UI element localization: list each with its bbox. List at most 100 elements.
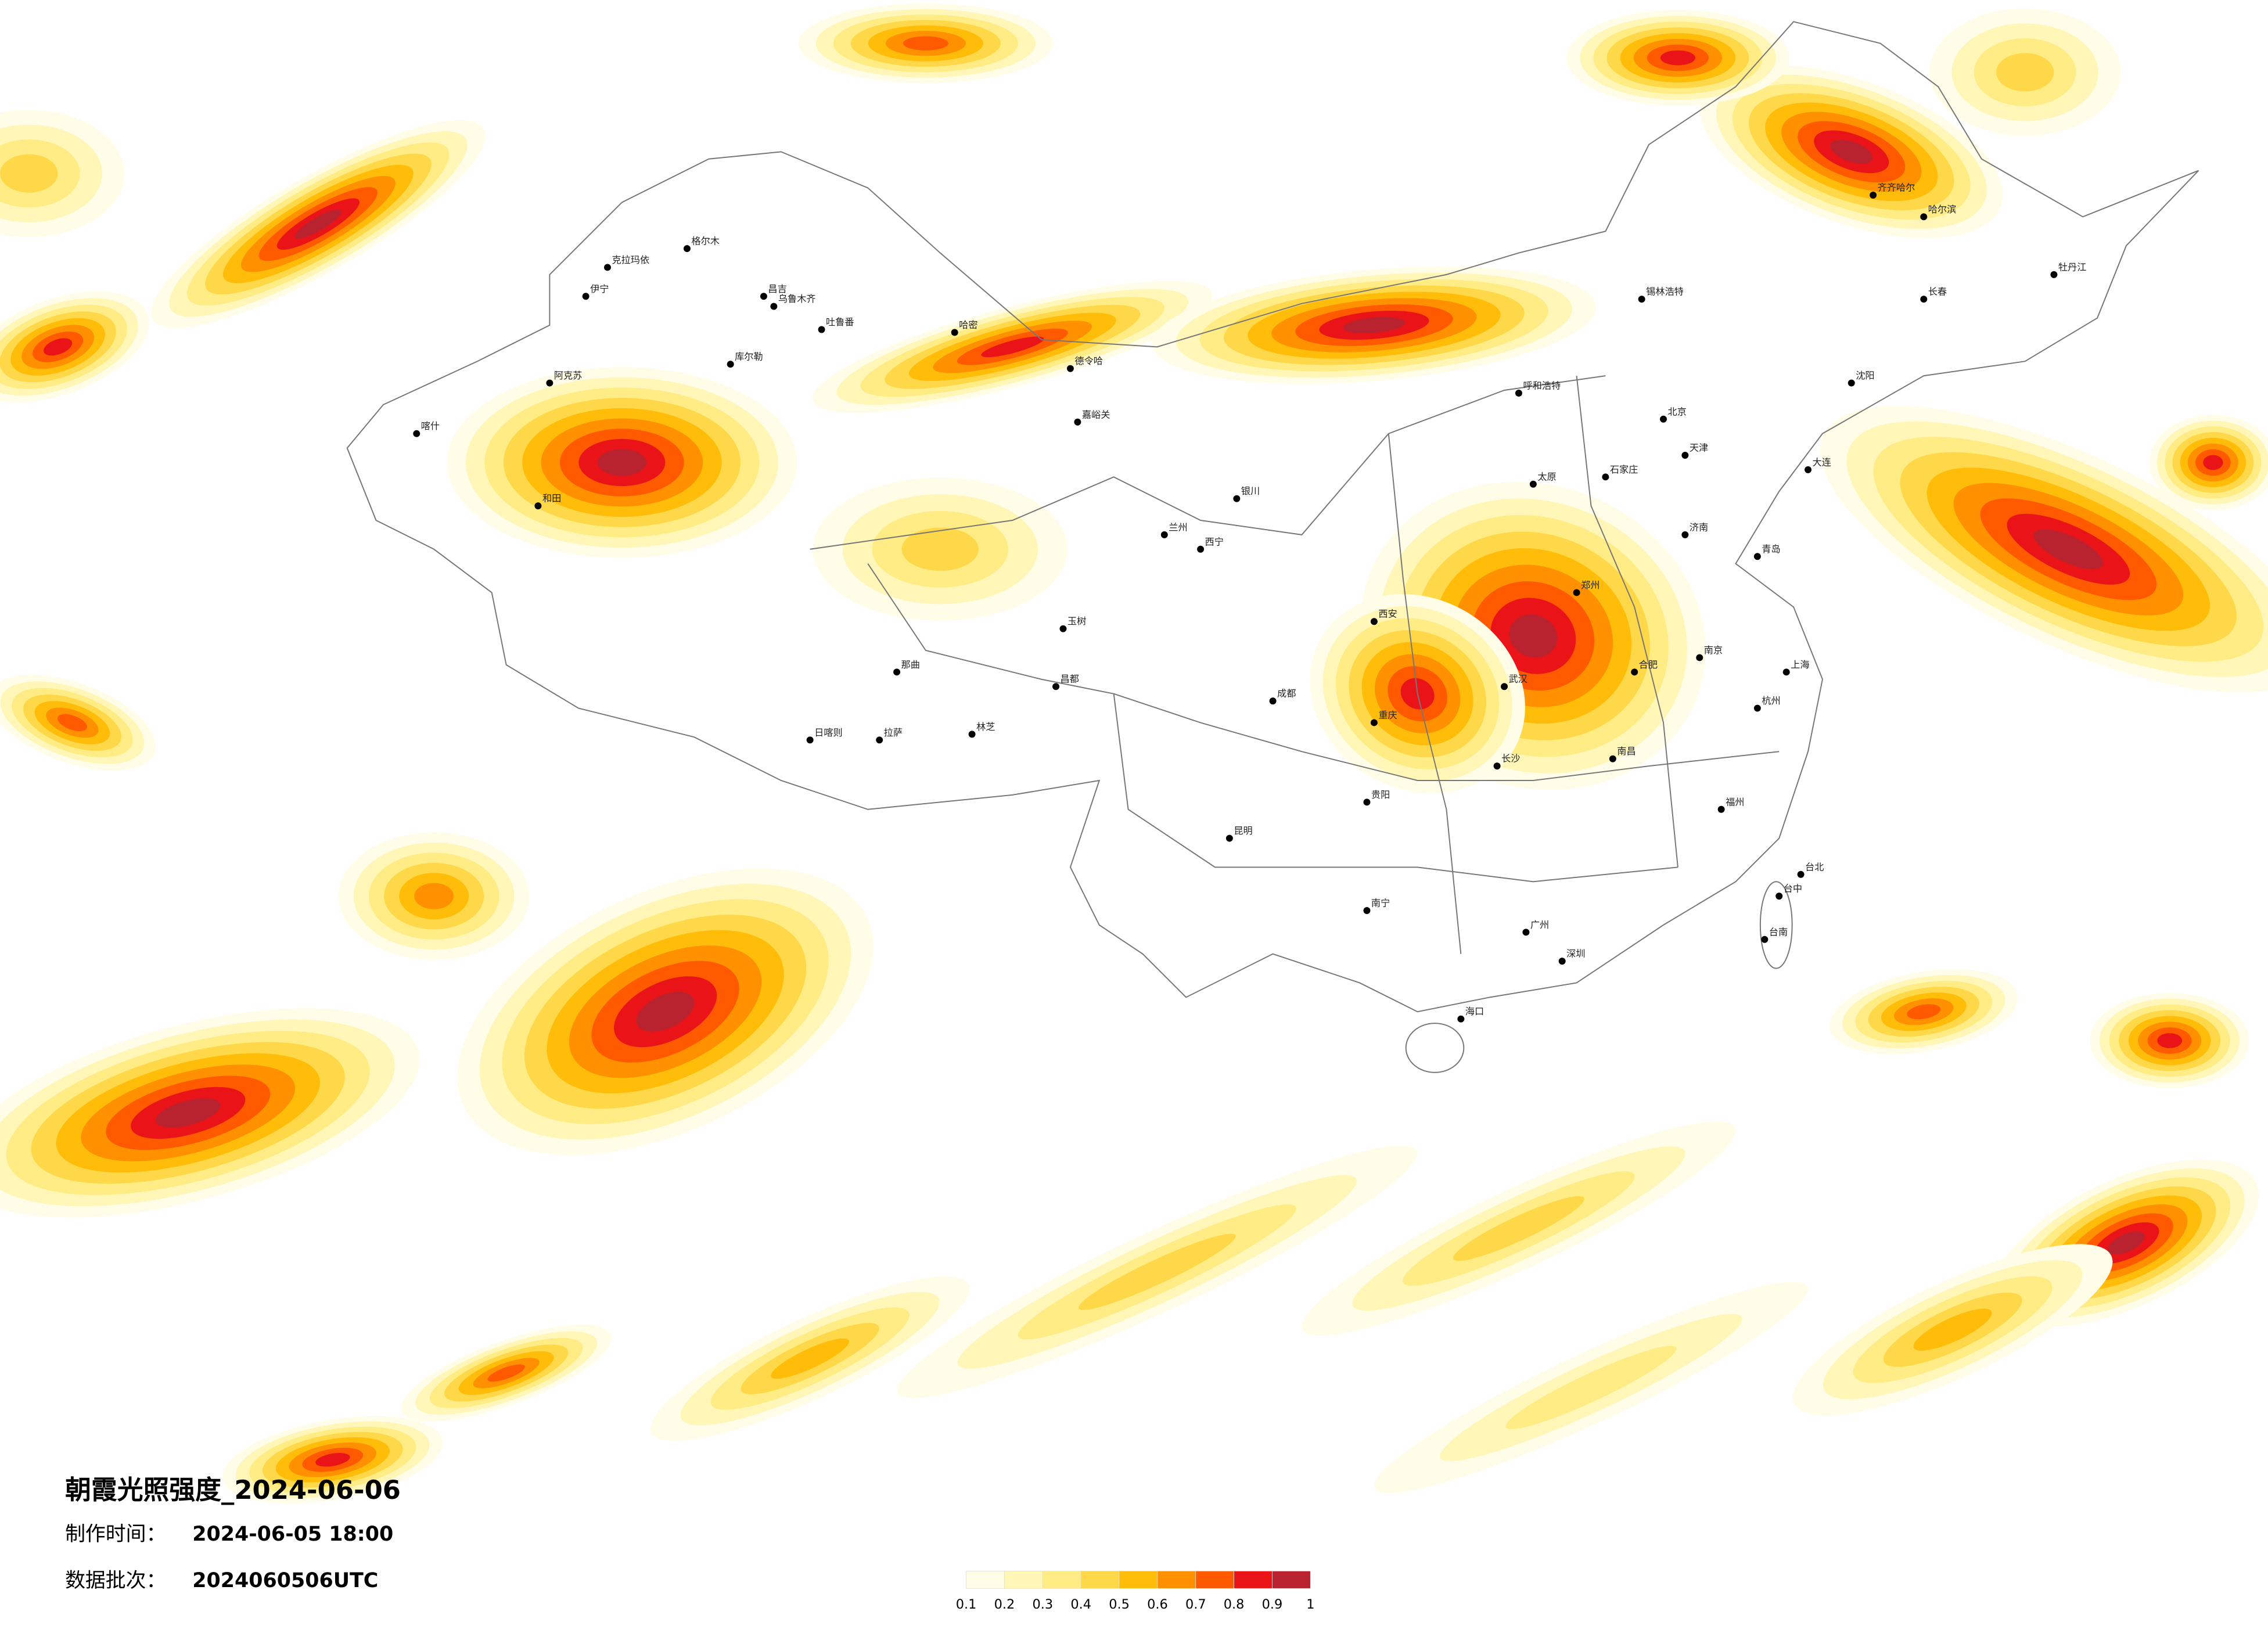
city-label: 西安: [1378, 609, 1397, 620]
legend-swatch: [1004, 1571, 1043, 1589]
city-dot: [876, 736, 883, 744]
city-label: 牡丹江: [2058, 261, 2087, 272]
province-border: [810, 375, 1606, 550]
province-border: [1388, 433, 1462, 954]
city-label: 大连: [1813, 456, 1831, 467]
city-label: 林芝: [976, 721, 995, 732]
heat-patch: [771, 1338, 850, 1379]
country-outline: [346, 21, 2199, 1013]
heat-patch: [2033, 529, 2104, 570]
province-border: [1576, 376, 1678, 868]
city-label: 南昌: [1617, 746, 1636, 757]
city-dot: [1074, 418, 1081, 426]
heat-patch: [57, 714, 88, 732]
city-dot: [1717, 805, 1725, 813]
city-label: 上海: [1791, 659, 1809, 670]
city-dot: [1848, 379, 1855, 387]
city-label: 天津: [1690, 443, 1708, 454]
city-label: 济南: [1690, 521, 1708, 533]
city-dot: [1631, 668, 1638, 676]
city-label: 呼和浩特: [1523, 380, 1561, 391]
city-dot: [1370, 719, 1378, 726]
legend-swatch: [1042, 1571, 1081, 1589]
city-label: 哈尔滨: [1928, 204, 1957, 215]
city-label: 福州: [1726, 796, 1744, 807]
heat-patch: [1078, 1233, 1236, 1310]
heat-patch: [903, 36, 948, 51]
city-dot: [1233, 495, 1241, 502]
legend-tick-label: 0.3: [1033, 1597, 1054, 1612]
city-label: 格尔木: [691, 236, 720, 247]
legend-swatch: [1119, 1571, 1158, 1589]
title: 朝霞光照强度_2024-06-06: [65, 1474, 401, 1505]
city-dot: [1197, 545, 1205, 553]
city-dot: [1638, 296, 1645, 303]
heat-patch: [597, 449, 647, 476]
legend-tick-label: 1: [1306, 1597, 1314, 1612]
city-dot: [1160, 531, 1168, 538]
city-label: 伊宁: [590, 283, 609, 294]
city-dot: [1066, 365, 1074, 372]
city-label: 合肥: [1639, 659, 1658, 670]
legend-tick-label: 0.7: [1185, 1597, 1206, 1612]
city-label: 吐鲁番: [826, 316, 854, 328]
heat-patch: [1913, 1308, 1992, 1351]
city-label: 齐齐哈尔: [1878, 182, 1915, 193]
legend-swatch: [1195, 1571, 1234, 1589]
city-label: 武汉: [1509, 674, 1527, 685]
city-label: 昆明: [1234, 825, 1252, 836]
city-dot: [1370, 618, 1378, 625]
city-dot: [1797, 870, 1805, 878]
city-label: 喀什: [421, 420, 440, 431]
legend-swatch: [1234, 1571, 1273, 1589]
city-label: 库尔勒: [735, 351, 763, 362]
heat-patch: [1996, 53, 2054, 92]
heat-patch: [981, 336, 1044, 358]
heat-patch: [1907, 1004, 1941, 1020]
city-dot: [1681, 452, 1689, 459]
city-dot: [1775, 893, 1783, 900]
city-label: 南宁: [1371, 898, 1390, 909]
city-label: 克拉玛依: [612, 254, 649, 265]
city-dot: [1920, 296, 1928, 303]
city-dot: [1225, 834, 1233, 842]
info-label: 数据批次：: [65, 1569, 166, 1592]
city-label: 兰州: [1169, 521, 1187, 533]
city-dot: [546, 379, 553, 387]
heat-patch: [0, 154, 58, 193]
city-label: 银川: [1241, 485, 1260, 497]
city-dot: [413, 430, 420, 437]
city-dot: [1457, 1015, 1465, 1023]
city-dot: [893, 668, 901, 676]
heat-patch: [1505, 1346, 1677, 1430]
city-dot: [534, 502, 542, 510]
heat-patch: [1509, 614, 1558, 658]
city-dot: [1602, 473, 1609, 481]
city-label: 石家庄: [1610, 464, 1638, 475]
heat-patch: [636, 991, 695, 1032]
city-dot: [1920, 213, 1928, 221]
city-dot: [818, 326, 825, 333]
city-dot: [1501, 683, 1508, 690]
info-value: 2024-06-05 18:00: [192, 1523, 393, 1546]
city-label: 北京: [1667, 406, 1686, 417]
city-dot: [1493, 762, 1501, 770]
city-label: 拉萨: [884, 727, 903, 738]
city-label: 长沙: [1501, 753, 1520, 764]
city-label: 嘉峪关: [1082, 409, 1110, 420]
city-dot: [1052, 683, 1059, 690]
info-value: 2024060506UTC: [192, 1569, 378, 1592]
city-label: 青岛: [1762, 544, 1780, 555]
heat-patch: [1830, 139, 1873, 164]
city-label: 西宁: [1205, 536, 1224, 547]
city-dot: [968, 731, 976, 738]
island-outline: [1759, 881, 1793, 969]
city-label: 日喀则: [814, 727, 843, 738]
city-dot: [770, 303, 778, 310]
city-label: 台中: [1784, 883, 1802, 894]
city-dot: [683, 245, 691, 253]
heat-patch: [1343, 316, 1406, 334]
legend: 0.1 0.2 0.3 0.4 0.5 0.6 0.7 0.8 0.9 1: [956, 1571, 1314, 1612]
